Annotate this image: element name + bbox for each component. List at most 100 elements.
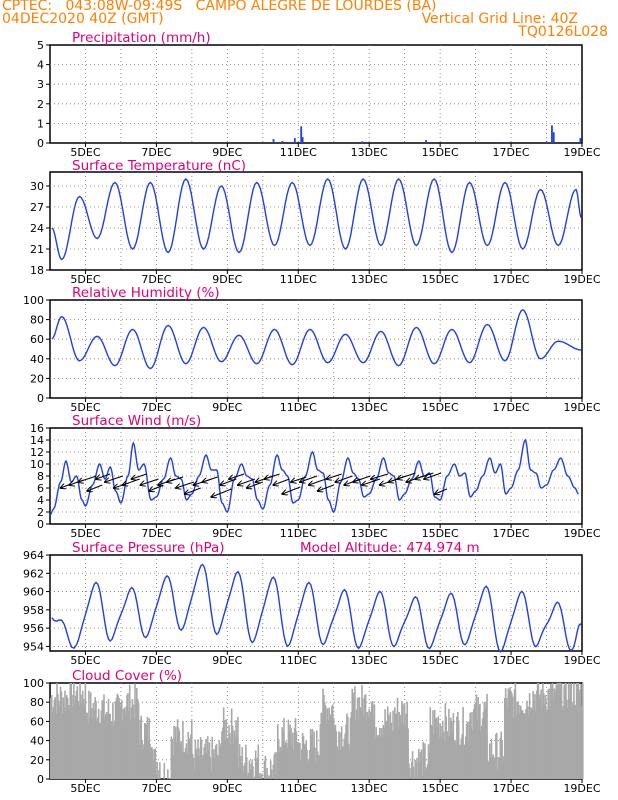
- cloud-bar: [503, 698, 506, 779]
- wind-arrow: [336, 475, 353, 482]
- cloud-bar: [82, 699, 85, 779]
- cloud-bar: [186, 753, 189, 779]
- cloud-bar: [104, 718, 106, 779]
- cloud-bar: [488, 762, 490, 779]
- cloud-bar: [482, 711, 485, 779]
- cloud-bar: [507, 688, 510, 779]
- y-tick-label: 3: [37, 78, 44, 91]
- cloud-bar: [236, 736, 238, 779]
- y-tick-label: 20: [30, 754, 44, 767]
- cloud-bar: [582, 683, 584, 779]
- cloud-bar: [280, 749, 283, 779]
- cloud-bar: [323, 694, 325, 779]
- cloud-bar: [332, 717, 335, 779]
- cloud-bar: [74, 695, 77, 779]
- x-tick-label: 11DEC: [280, 527, 317, 540]
- cloud-bar: [449, 736, 451, 779]
- cloud-bar: [66, 697, 69, 779]
- cloud-bar: [544, 695, 547, 779]
- cloud-bar: [476, 719, 479, 779]
- cloud-bar: [140, 715, 143, 779]
- cloud-bar: [312, 747, 315, 779]
- y-tick-label: 100: [23, 294, 44, 307]
- cloud-bar: [248, 760, 251, 779]
- cloud-bar: [513, 689, 516, 779]
- cloud-bar: [56, 683, 58, 779]
- cloud-bar: [484, 708, 487, 779]
- cloud-bar: [532, 691, 534, 779]
- precip-bar: [567, 142, 569, 143]
- precip-bar: [281, 141, 284, 143]
- cloud-bar: [495, 732, 498, 779]
- cloud-bar: [519, 713, 521, 779]
- wind-speed-line: [49, 438, 579, 516]
- cloud-bar: [176, 719, 179, 779]
- cloud-bar: [330, 716, 332, 779]
- x-tick-label: 19DEC: [563, 401, 600, 414]
- cloud-bar: [477, 697, 479, 779]
- cloud-bar: [108, 713, 111, 779]
- cloud-bar: [235, 720, 237, 779]
- cloud-bar: [51, 712, 54, 779]
- cloud-bar: [237, 716, 239, 779]
- cloud-bar: [207, 749, 210, 779]
- cloud-bar: [251, 759, 253, 779]
- cloud-bar: [346, 713, 348, 779]
- precip-bar: [425, 140, 427, 143]
- cloud-bar: [456, 716, 458, 779]
- x-tick-label: 13DEC: [351, 401, 388, 414]
- cloud-bar: [222, 707, 225, 779]
- cloud-bar: [130, 707, 133, 779]
- cloud-bar: [141, 740, 143, 779]
- cloud-bar: [283, 717, 285, 779]
- cloud-bar: [65, 710, 67, 779]
- cloud-bar: [289, 724, 291, 779]
- cloud-bar: [204, 743, 206, 779]
- cloud-bar: [480, 726, 483, 779]
- cloud-bar: [504, 688, 507, 779]
- cloud-bar: [371, 700, 374, 779]
- cloud-bar: [255, 761, 258, 779]
- x-tick-label: 7DEC: [141, 401, 171, 414]
- cloud-bar: [167, 769, 169, 779]
- wind-arrow: [371, 473, 389, 479]
- cloud-bar: [107, 698, 110, 779]
- cloud-bar: [481, 718, 484, 779]
- cloud-bar: [281, 727, 284, 779]
- cloud-bar: [94, 697, 96, 779]
- cloud-bar: [136, 698, 139, 779]
- cloud-bar: [522, 713, 525, 779]
- cloud-bar: [509, 687, 511, 779]
- cloud-bar: [552, 700, 555, 779]
- cloud-bar: [54, 697, 57, 779]
- cloud-bar: [61, 713, 64, 779]
- pressure-line: [51, 563, 582, 653]
- cloud-bar: [369, 719, 371, 779]
- cloud-bar: [170, 736, 173, 779]
- cloud-bar: [270, 769, 273, 779]
- cloud-bar: [465, 723, 468, 779]
- cloud-bar: [520, 709, 523, 779]
- cloud-bar: [199, 737, 202, 779]
- cloud-bar: [302, 736, 305, 779]
- cloud-bar: [365, 720, 368, 779]
- cloud-bar: [556, 683, 558, 779]
- cloud-bar: [567, 683, 570, 779]
- cloud-bar: [132, 704, 135, 779]
- cloud-bar: [547, 689, 550, 779]
- cloud-bar: [206, 736, 209, 779]
- wind-arrow: [300, 475, 318, 482]
- cloud-bar: [578, 691, 581, 779]
- cloud-bar: [471, 712, 473, 779]
- cloud-bar: [64, 690, 66, 779]
- cloud-bar: [267, 777, 269, 779]
- cloud-bar: [480, 730, 482, 779]
- x-tick-label: 5DEC: [70, 654, 100, 667]
- cloud-bar: [266, 767, 268, 779]
- cloud-bar: [342, 746, 345, 779]
- cloud-bar: [564, 683, 566, 779]
- cloud-bar: [388, 726, 391, 779]
- cloud-bar: [379, 736, 382, 779]
- cloud-bar: [258, 774, 260, 779]
- y-tick-label: 0: [37, 773, 44, 786]
